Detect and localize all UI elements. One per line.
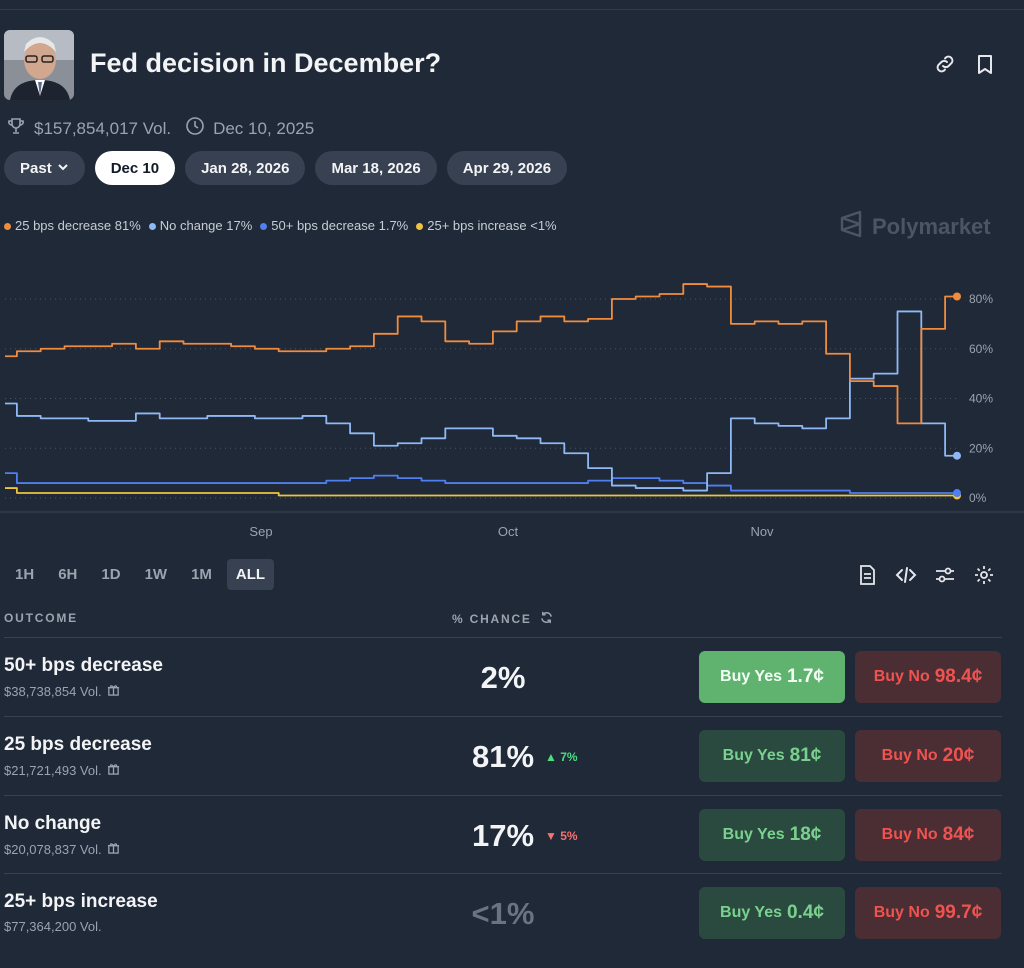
range-1d[interactable]: 1D (101, 566, 121, 583)
series-line-no-change[interactable] (5, 310, 957, 492)
past-dropdown[interactable]: Past (4, 151, 85, 185)
date-pill-dec-10[interactable]: Dec 10 (94, 151, 176, 185)
link-icon[interactable] (933, 52, 957, 76)
outcome-volume: $20,078,837 Vol. (4, 841, 120, 857)
series-line-25-bps-increase[interactable] (5, 487, 957, 497)
series-line-25-bps-decrease[interactable] (5, 283, 957, 425)
outcome-row[interactable]: 50+ bps decrease $38,738,854 Vol. 2% Buy… (0, 638, 1024, 716)
buy-yes-button[interactable]: Buy Yes 1.7¢ (699, 651, 845, 703)
market-volume: $157,854,017 Vol. (34, 118, 172, 138)
price-chart[interactable]: 0% 20% 40% 60% 80% Sep Oct Nov (0, 270, 1024, 548)
x-tick-label: Oct (498, 524, 519, 539)
outcome-row[interactable]: 25+ bps increase $77,364,200 Vol. <1% Bu… (0, 874, 1024, 952)
outcome-volume: $38,738,854 Vol. (4, 683, 120, 699)
buy-yes-button[interactable]: Buy Yes 18¢ (699, 809, 845, 861)
buy-no-button[interactable]: Buy No 20¢ (855, 730, 1001, 782)
clock-icon (185, 116, 213, 141)
buy-no-button[interactable]: Buy No 98.4¢ (855, 651, 1001, 703)
refresh-icon[interactable] (540, 611, 553, 627)
date-pills: Past Dec 10 Jan 28, 2026 Mar 18, 2026 Ap… (4, 151, 568, 185)
legend-item: 25 bps decrease 81% (4, 218, 141, 233)
outcome-chance: 2% (480, 660, 526, 695)
page-title: Fed decision in December? (90, 48, 442, 78)
gift-icon (102, 762, 120, 778)
chance-change-up: ▲ 7% (545, 750, 578, 764)
top-divider (0, 9, 1024, 10)
range-6h[interactable]: 6H (58, 566, 78, 583)
outcome-chance: 17% (471, 818, 535, 853)
series-line-50-bps-decrease[interactable] (5, 472, 957, 494)
y-tick-label: 60% (969, 342, 993, 356)
x-tick-label: Sep (249, 524, 272, 539)
range-1w[interactable]: 1W (144, 566, 168, 583)
time-range-tabs: 1H 6H 1D 1W 1M ALL (6, 559, 275, 590)
chart-legend: 25 bps decrease 81% No change 17% 50+ bp… (4, 218, 557, 233)
divider (4, 716, 1002, 717)
x-tick-label: Nov (750, 524, 774, 539)
y-tick-label: 80% (969, 292, 993, 306)
document-icon[interactable] (857, 564, 879, 586)
outcome-chance: <1% (471, 896, 535, 931)
gift-icon (102, 841, 120, 857)
outcome-row[interactable]: 25 bps decrease $21,721,493 Vol. 81% ▲ 7… (0, 717, 1024, 795)
buy-yes-button[interactable]: Buy Yes 0.4¢ (699, 887, 845, 939)
gift-icon (102, 683, 120, 699)
chance-header: % CHANCE (452, 611, 553, 627)
outcome-volume: $77,364,200 Vol. (4, 919, 102, 934)
divider (4, 637, 1002, 638)
date-pill-mar-18[interactable]: Mar 18, 2026 (315, 151, 437, 185)
chance-header-label: % CHANCE (452, 612, 532, 626)
chevron-down-icon (57, 160, 69, 177)
series-endpoint (953, 451, 961, 460)
market-end-date: Dec 10, 2025 (213, 118, 315, 138)
divider (4, 795, 1002, 796)
past-label: Past (20, 159, 52, 177)
legend-item: No change 17% (148, 218, 252, 233)
outcome-header: OUTCOME (4, 611, 78, 625)
date-pill-apr-29[interactable]: Apr 29, 2026 (446, 151, 568, 185)
market-image (4, 30, 74, 100)
outcome-name: No change (4, 813, 102, 834)
divider (4, 873, 1002, 874)
outcome-chance: 81% (471, 739, 535, 774)
outcome-volume: $21,721,493 Vol. (4, 762, 120, 778)
sliders-icon[interactable] (934, 564, 956, 586)
y-tick-label: 20% (969, 441, 993, 455)
outcome-name: 25+ bps increase (4, 891, 158, 912)
chance-change-down: ▼ 5% (545, 829, 578, 843)
outcome-row[interactable]: No change $20,078,837 Vol. 17% ▼ 5% Buy … (0, 796, 1024, 874)
y-tick-label: 0% (969, 491, 987, 505)
legend-item: 50+ bps decrease 1.7% (260, 218, 408, 233)
trophy-icon (6, 116, 34, 141)
outcome-name: 25 bps decrease (4, 734, 152, 755)
series-endpoint (953, 489, 961, 498)
buy-no-button[interactable]: Buy No 84¢ (855, 809, 1001, 861)
date-pill-jan-28[interactable]: Jan 28, 2026 (185, 151, 306, 185)
bookmark-icon[interactable] (973, 52, 997, 76)
polymarket-logo-icon (838, 210, 872, 244)
market-meta: $157,854,017 Vol. Dec 10, 2025 (6, 116, 314, 141)
buy-no-button[interactable]: Buy No 99.7¢ (855, 887, 1001, 939)
range-1m[interactable]: 1M (191, 566, 212, 583)
series-endpoint (953, 292, 961, 301)
legend-item: 25+ bps increase <1% (416, 218, 557, 233)
brand-watermark: Polymarket (838, 210, 991, 244)
range-1h[interactable]: 1H (15, 566, 35, 583)
y-tick-label: 40% (969, 392, 993, 406)
outcome-name: 50+ bps decrease (4, 655, 163, 676)
brand-name: Polymarket (872, 214, 991, 239)
gear-icon[interactable] (973, 564, 995, 586)
buy-yes-button[interactable]: Buy Yes 81¢ (699, 730, 845, 782)
range-all[interactable]: ALL (226, 559, 275, 590)
embed-code-icon[interactable] (895, 564, 917, 586)
